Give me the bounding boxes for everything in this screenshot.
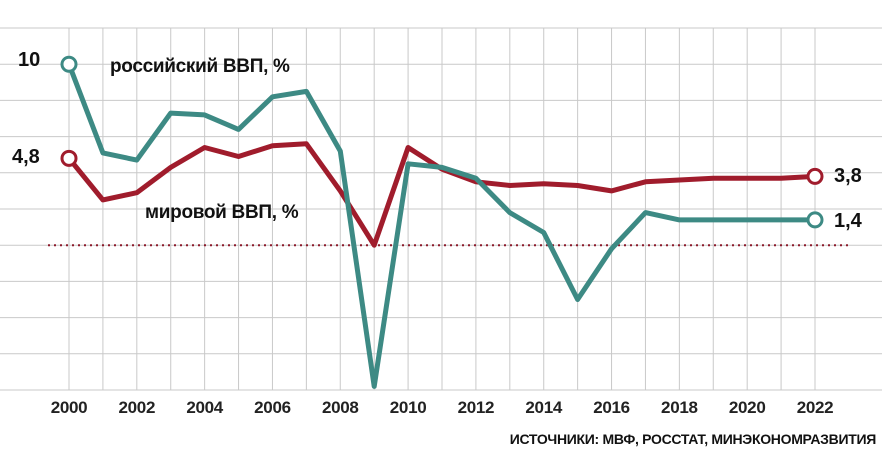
world-start-marker [60, 149, 78, 167]
russia-end-value-label: 1,4 [834, 210, 863, 232]
x-tick-label: 2004 [186, 398, 223, 417]
russia-start-marker [60, 55, 78, 73]
grid [0, 27, 882, 391]
x-tick-label: 2016 [593, 398, 630, 417]
marker-layer [60, 55, 824, 229]
x-tick-label: 2008 [322, 398, 359, 417]
world-end-value-label: 3,8 [834, 165, 862, 187]
series-layer [66, 61, 818, 389]
world-start-value-label: 4,8 [12, 146, 40, 168]
x-tick-label: 2018 [661, 398, 698, 417]
x-tick-label: 2012 [458, 398, 495, 417]
russia-gdp-line [66, 61, 818, 389]
x-tick-label: 2006 [254, 398, 291, 417]
x-tick-label: 2022 [797, 398, 834, 417]
russia-start-value-label: 10 [18, 49, 40, 71]
world-end-marker [806, 167, 824, 185]
x-tick-label: 2000 [51, 398, 88, 417]
x-tick-label: 2010 [390, 398, 427, 417]
russia-series-label: российский ВВП, % [110, 56, 290, 77]
source-note: ИСТОЧНИКИ: МВФ, РОССТАТ, МИНЭКОНОМРАЗВИТ… [510, 431, 877, 447]
russia-end-marker [806, 211, 824, 229]
world-series-label: мировой ВВП, % [145, 202, 299, 223]
x-axis: 2000 2002 2004 2006 2008 2010 2012 2014 2016 2018… [51, 398, 834, 417]
x-tick-label: 2014 [525, 398, 562, 417]
x-tick-label: 2002 [119, 398, 156, 417]
x-tick-label: 2020 [729, 398, 766, 417]
